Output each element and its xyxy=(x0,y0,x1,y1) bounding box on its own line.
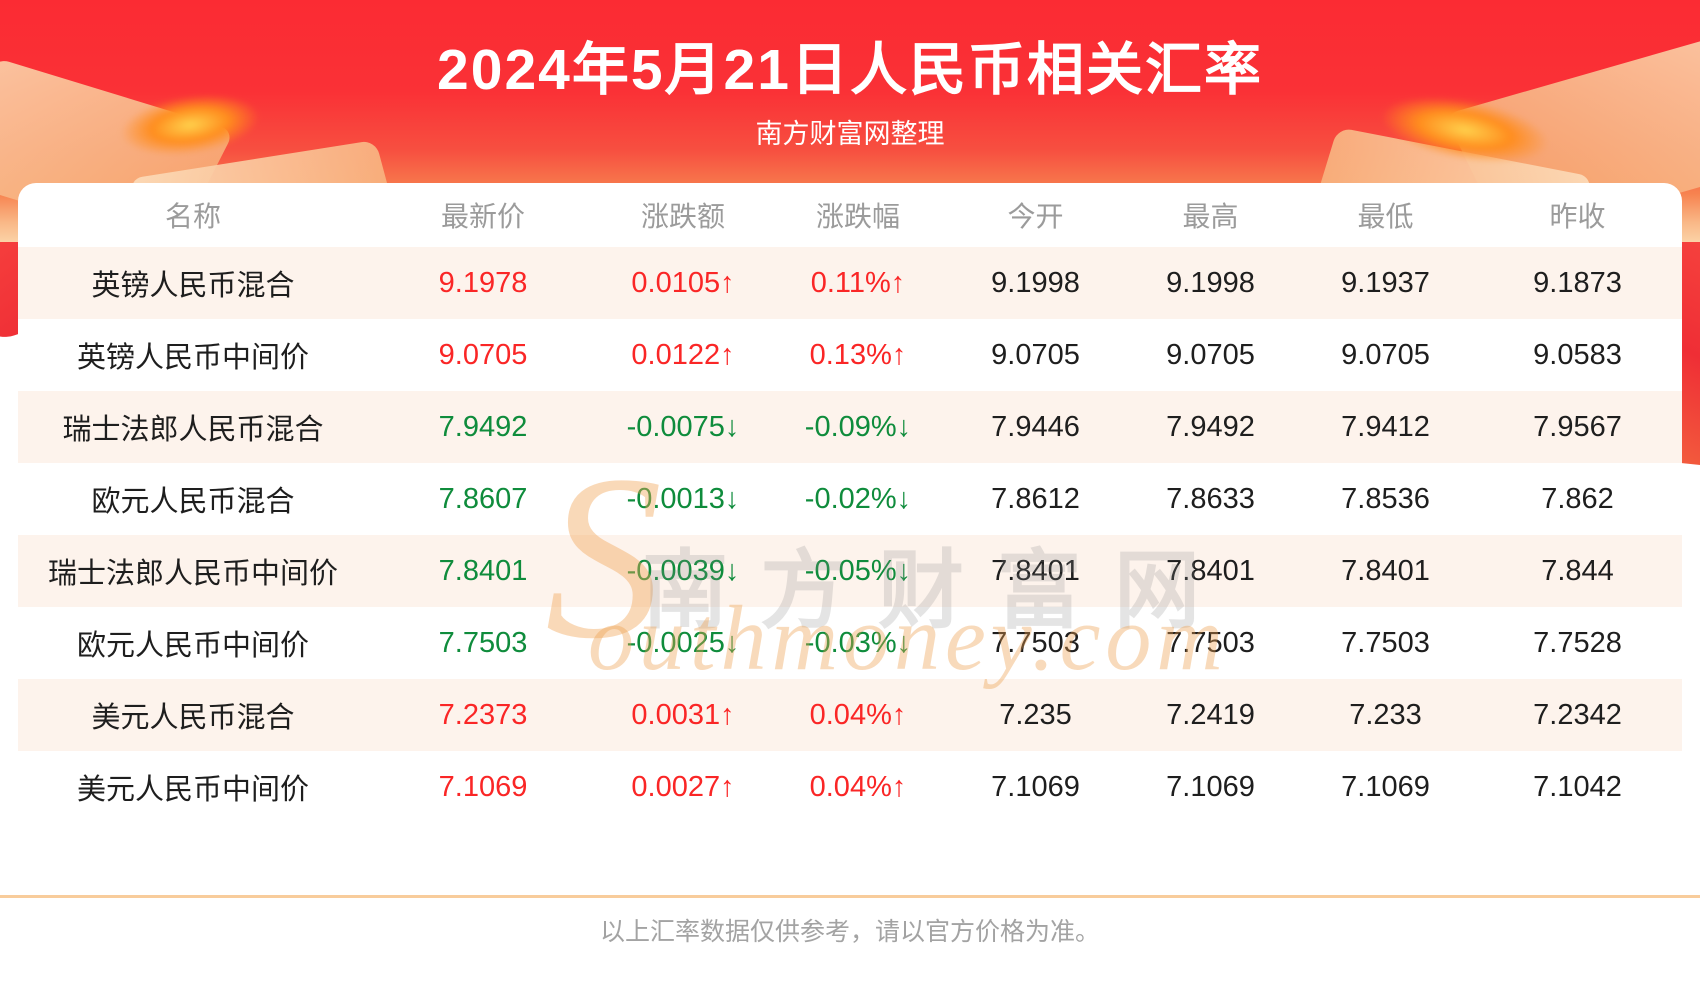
page-subtitle: 南方财富网整理 xyxy=(755,119,945,149)
table-row: 美元人民币中间价 7.1069 0.0027↑ 0.04%↑ 7.1069 7.1069 7… xyxy=(18,751,1682,823)
cell-low: 7.7503 xyxy=(1341,626,1430,659)
cell-low: 7.8536 xyxy=(1341,482,1430,515)
cell-last: 7.8607 xyxy=(438,482,528,515)
row-name: 美元人民币中间价 xyxy=(76,774,309,806)
column-header: 昨收 xyxy=(1549,201,1606,232)
page-title: 2024年5月21日人民币相关汇率 xyxy=(437,38,1263,102)
cell-change: -0.0025↓ xyxy=(626,626,740,659)
cell-prev: 7.862 xyxy=(1541,482,1614,515)
cell-low: 7.1069 xyxy=(1341,770,1430,803)
column-header: 今开 xyxy=(1007,201,1064,232)
cell-pct: 0.04%↑ xyxy=(809,698,907,731)
cell-last: 7.1069 xyxy=(438,770,528,803)
cell-open: 9.1998 xyxy=(991,266,1080,299)
cell-high: 9.1998 xyxy=(1166,266,1255,299)
cell-pct: 0.11%↑ xyxy=(810,266,906,299)
cell-open: 7.7503 xyxy=(991,626,1080,659)
table-row: 欧元人民币中间价 7.7503 -0.0025↓ -0.03%↓ 7.7503 7.750… xyxy=(18,607,1682,679)
row-name: 英镑人民币混合 xyxy=(91,270,295,302)
cell-pct: 0.04%↑ xyxy=(809,770,907,803)
table-body: 英镑人民币混合 9.1978 0.0105↑ 0.11%↑ 9.1998 9.1998 9.… xyxy=(18,247,1682,823)
cell-open: 7.8401 xyxy=(991,554,1080,587)
cell-change: -0.0013↓ xyxy=(626,482,740,515)
cell-low: 9.0705 xyxy=(1341,338,1430,371)
cell-open: 7.1069 xyxy=(991,770,1080,803)
cell-prev: 7.9567 xyxy=(1533,410,1622,443)
cell-prev: 7.844 xyxy=(1541,554,1614,587)
cell-prev: 7.1042 xyxy=(1533,770,1622,803)
cell-pct: -0.02%↓ xyxy=(804,482,912,515)
cell-open: 7.8612 xyxy=(991,482,1080,515)
cell-high: 7.2419 xyxy=(1166,698,1255,731)
exchange-rate-table: 名称 最新价 涨跌额 涨跌幅 今开 最高 最低 昨收 英镑人民币混合 9.1978 0.0105↑… xyxy=(18,183,1682,823)
cell-high: 7.8633 xyxy=(1166,482,1255,515)
cell-high: 7.8401 xyxy=(1166,554,1255,587)
row-name: 瑞士法郎人民币中间价 xyxy=(47,558,338,590)
cell-change: -0.0075↓ xyxy=(626,410,740,443)
column-header: 涨跌额 xyxy=(640,201,725,232)
row-name: 英镑人民币中间价 xyxy=(76,342,309,374)
table-row: 瑞士法郎人民币中间价 7.8401 -0.0039↓ -0.05%↓ 7.8401 7.8… xyxy=(18,535,1682,607)
disclaimer-text: 以上汇率数据仅供参考，请以官方价格为准。 xyxy=(599,918,1100,946)
cell-high: 7.9492 xyxy=(1166,410,1255,443)
table-row: 瑞士法郎人民币混合 7.9492 -0.0075↓ -0.09%↓ 7.9446 7.94… xyxy=(18,391,1682,463)
cell-pct: -0.09%↓ xyxy=(804,410,912,443)
cell-prev: 7.2342 xyxy=(1533,698,1622,731)
cell-change: 0.0031↑ xyxy=(631,698,735,731)
column-header: 最新价 xyxy=(440,201,525,232)
table-row: 英镑人民币混合 9.1978 0.0105↑ 0.11%↑ 9.1998 9.1998 9.… xyxy=(18,247,1682,319)
cell-change: -0.0039↓ xyxy=(626,554,740,587)
cell-last: 9.0705 xyxy=(438,338,528,371)
table-row: 美元人民币混合 7.2373 0.0031↑ 0.04%↑ 7.235 7.2419 7.2… xyxy=(18,679,1682,751)
cell-high: 7.1069 xyxy=(1166,770,1255,803)
cell-pct: -0.05%↓ xyxy=(804,554,912,587)
column-header: 最低 xyxy=(1357,201,1414,232)
cell-prev: 9.0583 xyxy=(1533,338,1622,371)
cell-low: 7.8401 xyxy=(1341,554,1430,587)
row-name: 欧元人民币混合 xyxy=(91,486,295,518)
cell-change: 0.0122↑ xyxy=(631,338,735,371)
footer-divider xyxy=(0,895,1700,898)
cell-prev: 9.1873 xyxy=(1533,266,1622,299)
table-row: 英镑人民币中间价 9.0705 0.0122↑ 0.13%↑ 9.0705 9.0705 9… xyxy=(18,319,1682,391)
cell-change: 0.0027↑ xyxy=(631,770,735,803)
cell-last: 7.7503 xyxy=(438,626,528,659)
column-header: 名称 xyxy=(164,201,221,232)
column-header: 涨跌幅 xyxy=(815,201,900,232)
cell-change: 0.0105↑ xyxy=(631,266,735,299)
column-header: 最高 xyxy=(1182,201,1239,232)
table-row: 欧元人民币混合 7.8607 -0.0013↓ -0.02%↓ 7.8612 7.8633… xyxy=(18,463,1682,535)
cell-open: 7.235 xyxy=(999,698,1072,731)
cell-low: 7.233 xyxy=(1349,698,1422,731)
cell-last: 7.8401 xyxy=(438,554,528,587)
row-name: 欧元人民币中间价 xyxy=(76,630,309,662)
cell-low: 9.1937 xyxy=(1341,266,1430,299)
table-header-row: 名称 最新价 涨跌额 涨跌幅 今开 最高 最低 昨收 xyxy=(18,183,1682,247)
cell-pct: -0.03%↓ xyxy=(804,626,912,659)
cell-open: 9.0705 xyxy=(991,338,1080,371)
cell-pct: 0.13%↑ xyxy=(809,338,907,371)
cell-prev: 7.7528 xyxy=(1533,626,1622,659)
cell-high: 9.0705 xyxy=(1166,338,1255,371)
cell-low: 7.9412 xyxy=(1341,410,1430,443)
row-name: 瑞士法郎人民币混合 xyxy=(62,414,324,446)
cell-last: 7.2373 xyxy=(438,698,528,731)
row-name: 美元人民币混合 xyxy=(91,702,295,734)
cell-open: 7.9446 xyxy=(991,410,1080,443)
cell-last: 9.1978 xyxy=(438,266,528,299)
cell-high: 7.7503 xyxy=(1166,626,1255,659)
cell-last: 7.9492 xyxy=(438,410,528,443)
